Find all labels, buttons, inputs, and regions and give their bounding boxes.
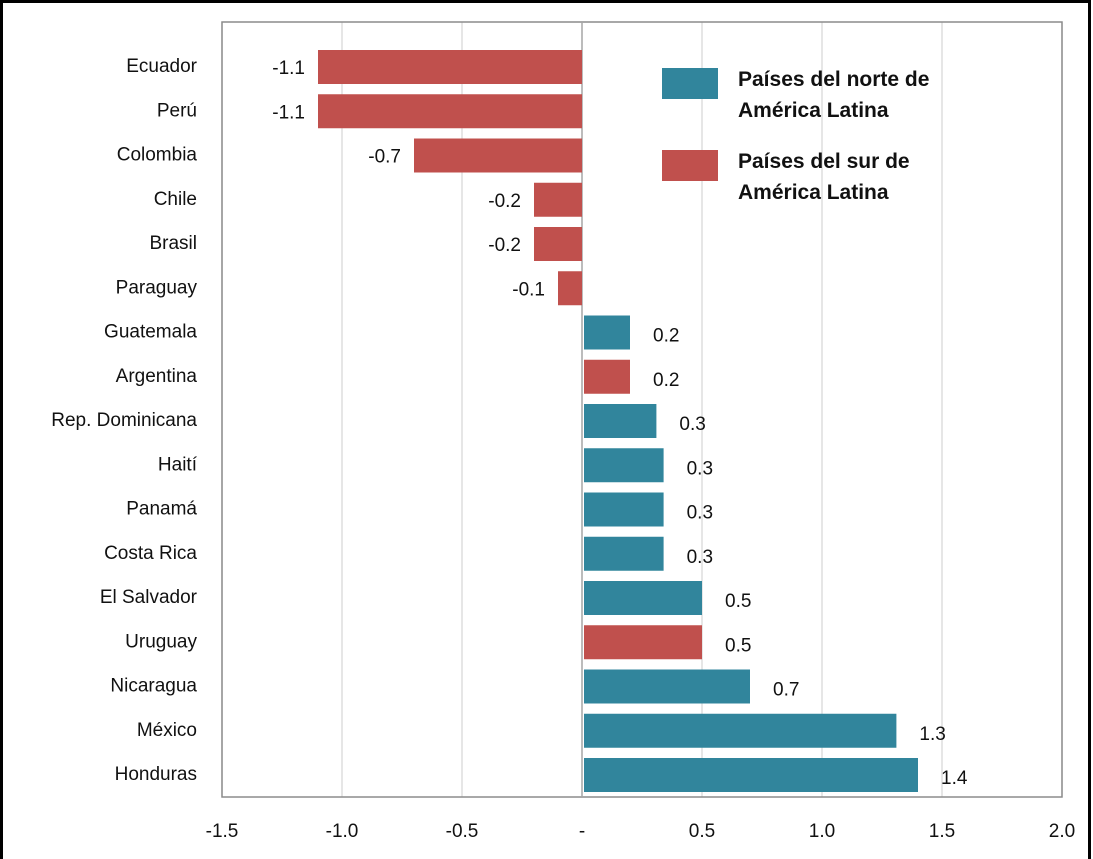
y-tick-label: Panamá	[126, 499, 197, 520]
legend-swatch	[662, 68, 718, 99]
value-label: -1.1	[272, 58, 305, 79]
legend-swatch	[662, 150, 718, 181]
value-label: 0.7	[773, 680, 799, 701]
y-tick-label: Paraguay	[116, 277, 198, 298]
y-tick-label: Guatemala	[104, 322, 197, 343]
y-tick-label: Perú	[157, 100, 197, 121]
y-tick-label: Chile	[154, 189, 197, 210]
value-label: -0.7	[368, 147, 401, 168]
y-tick-label: Uruguay	[125, 631, 197, 652]
value-label: 0.5	[725, 591, 751, 612]
bar	[584, 448, 664, 483]
y-tick-label: El Salvador	[100, 587, 198, 608]
legend-label: Países del sur de América Latina	[738, 150, 910, 204]
y-tick-label: Ecuador	[126, 56, 197, 77]
value-label: -0.2	[488, 235, 521, 256]
value-label: 0.2	[653, 326, 679, 347]
bar	[584, 758, 918, 792]
x-tick-label: -0.5	[446, 821, 479, 842]
value-label: -0.1	[512, 279, 545, 300]
plot-border	[221, 21, 1063, 798]
y-tick-label: México	[137, 720, 197, 741]
y-tick-label: Rep. Dominicana	[51, 410, 197, 431]
value-label: 0.5	[725, 635, 751, 656]
bar	[414, 138, 582, 173]
bar	[584, 404, 657, 438]
value-label: 1.4	[941, 768, 968, 789]
y-tick-label: Honduras	[115, 764, 197, 785]
bar	[534, 182, 582, 217]
bar	[584, 581, 702, 615]
value-label: 0.3	[679, 414, 705, 435]
x-tick-label: -	[579, 821, 585, 842]
x-tick-label: -1.0	[326, 821, 359, 842]
value-label: 0.3	[687, 458, 713, 479]
bar	[584, 315, 630, 350]
bar	[584, 359, 630, 394]
bar	[534, 227, 582, 261]
bar	[584, 669, 750, 704]
x-tick-label: 0.5	[689, 821, 715, 842]
bar	[318, 94, 582, 129]
value-label: 1.3	[919, 724, 945, 745]
x-tick-label: 2.0	[1049, 821, 1075, 842]
bar	[584, 536, 664, 571]
y-tick-label: Colombia	[117, 145, 198, 166]
bar	[318, 50, 582, 84]
value-label: 0.3	[687, 547, 713, 568]
bar	[584, 713, 897, 748]
x-tick-label: 1.5	[929, 821, 955, 842]
y-tick-label: Brasil	[149, 233, 197, 254]
value-label: -0.2	[488, 191, 521, 212]
bar	[558, 271, 582, 306]
y-tick-label: Argentina	[116, 366, 198, 387]
bar	[584, 492, 664, 527]
x-tick-label: -1.5	[206, 821, 239, 842]
value-label: 0.2	[653, 370, 679, 391]
value-label: -1.1	[272, 102, 305, 123]
y-tick-label: Nicaragua	[110, 676, 197, 697]
bar	[584, 625, 702, 660]
value-label: 0.3	[687, 503, 713, 524]
y-tick-label: Costa Rica	[104, 543, 197, 564]
y-tick-label: Haití	[158, 454, 198, 475]
x-tick-label: 1.0	[809, 821, 835, 842]
legend-label: Países del norte de América Latina	[738, 68, 930, 122]
